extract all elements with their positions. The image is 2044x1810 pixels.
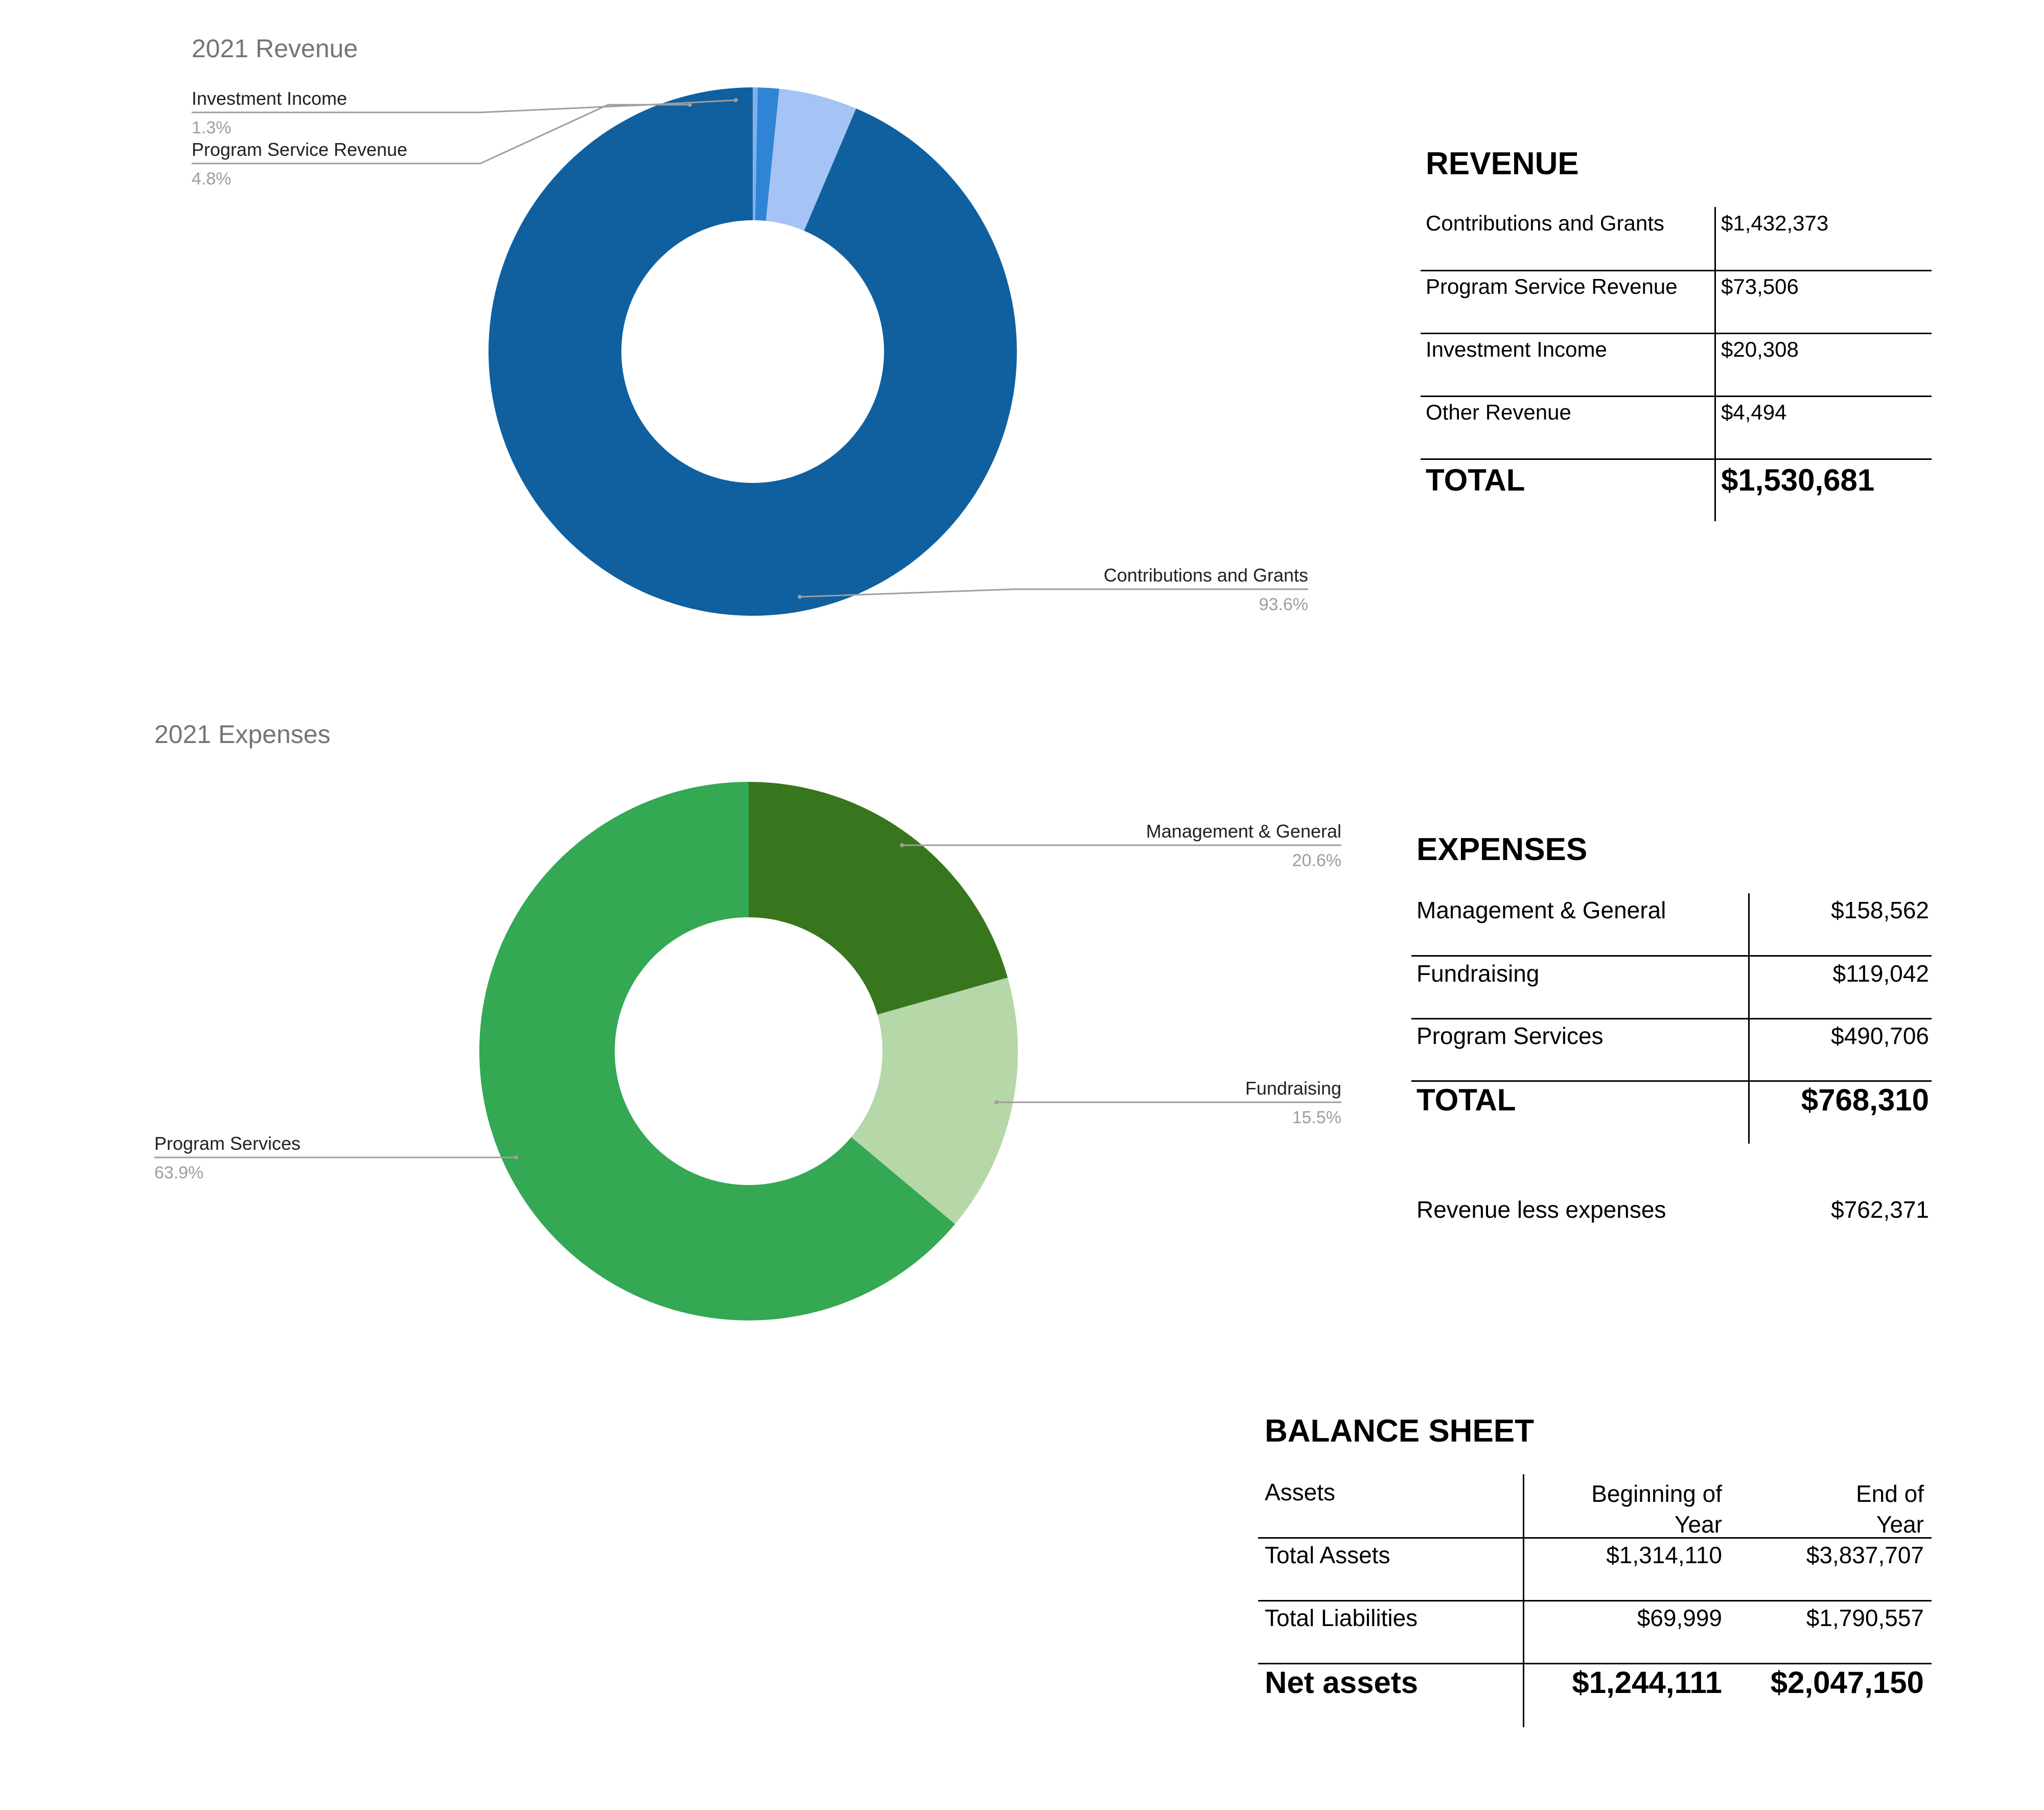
slice-percent-contributions-and-grants: 93.6% [1259, 595, 1308, 614]
slice-label-program-service-revenue: Program Service Revenue [192, 139, 407, 160]
slice-percent-program-services: 63.9% [154, 1163, 203, 1182]
donut-slice-other-revenue [753, 87, 758, 221]
expenses-total-label: TOTAL [1416, 1083, 1516, 1117]
balance-header-rule [1258, 1537, 1932, 1539]
slice-label-investment-income: Investment Income [192, 88, 347, 109]
expenses-total-value: $768,310 [1801, 1083, 1929, 1117]
balance-row-label: Total Assets [1265, 1542, 1390, 1568]
revenue-total-label: TOTAL [1426, 463, 1525, 497]
label-leader-dot [514, 1155, 518, 1159]
label-leader-line [192, 99, 736, 113]
slice-percent-investment-income: 1.3% [192, 118, 231, 137]
slice-label-management-and-general: Management & General [1146, 821, 1341, 842]
revenue-less-expenses-label: Revenue less expenses [1416, 1196, 1666, 1223]
revenue-row-value: $73,506 [1721, 274, 1799, 298]
slice-percent-fundraising: 15.5% [1292, 1108, 1341, 1127]
expenses-chart-title: 2021 Expenses [154, 720, 331, 749]
label-leader-dot [688, 103, 692, 107]
balance-header-label: Assets [1265, 1479, 1336, 1505]
label-leader-dot [900, 843, 904, 847]
balance-net-col2: $2,047,150 [1770, 1665, 1924, 1700]
revenue-row-rule [1421, 270, 1932, 271]
revenue-row-label: Program Service Revenue [1426, 274, 1678, 298]
donut-slice-investment-income [755, 87, 779, 221]
expenses-row-rule [1411, 1018, 1932, 1019]
balance-row-col2: $3,837,707 [1806, 1542, 1924, 1568]
slice-percent-management-and-general: 20.6% [1292, 851, 1341, 870]
slice-percent-program-service-revenue: 4.8% [192, 169, 231, 189]
revenue-less-expenses-value: $762,371 [1831, 1196, 1929, 1223]
donut-slice-management-and-general [749, 782, 1008, 1015]
balance-row-col1: $1,314,110 [1606, 1542, 1722, 1568]
expenses-row-label: Management & General [1416, 897, 1666, 923]
revenue-row-value: $1,432,373 [1721, 211, 1829, 235]
revenue-row-rule [1421, 333, 1932, 334]
label-leader-dot [994, 1100, 998, 1104]
label-leader-line [799, 588, 1308, 598]
balance-sheet-title: BALANCE SHEET [1265, 1413, 1535, 1449]
expenses-donut-chart: Management & General 20.6% Fundraising 15.5… [154, 782, 1341, 1320]
slice-label-fundraising: Fundraising [1245, 1078, 1341, 1099]
revenue-row-label: Other Revenue [1426, 400, 1571, 424]
donut-slice-fundraising [851, 978, 1018, 1224]
expenses-row-value: $119,042 [1832, 960, 1929, 987]
slice-label-contributions-and-grants: Contributions and Grants [1104, 565, 1308, 586]
revenue-row-value: $4,494 [1721, 400, 1787, 424]
donut-slice-program-service-revenue [765, 88, 856, 231]
revenue-row-rule [1421, 396, 1932, 397]
balance-net-label: Net assets [1265, 1665, 1419, 1700]
revenue-row-label: Investment Income [1426, 337, 1607, 361]
balance-net-rule [1258, 1663, 1932, 1664]
donut-slice-contributions-and-grants [489, 87, 1017, 616]
revenue-total-value: $1,530,681 [1721, 463, 1875, 497]
balance-row-rule [1258, 1600, 1932, 1602]
balance-header-col1: Beginning of Year [1591, 1480, 1722, 1538]
slice-label-program-services: Program Services [154, 1133, 300, 1154]
expenses-table-title: EXPENSES [1416, 832, 1588, 867]
balance-net-col1: $1,244,111 [1572, 1665, 1722, 1700]
revenue-row-label: Contributions and Grants [1426, 211, 1664, 235]
expenses-row-value: $158,562 [1831, 897, 1929, 923]
revenue-total-rule [1421, 458, 1932, 460]
balance-header-col2: End of Year [1856, 1480, 1924, 1538]
balance-row-col1: $69,999 [1637, 1605, 1722, 1631]
revenue-table-divider [1714, 207, 1716, 521]
expenses-row-rule [1411, 955, 1932, 957]
expenses-row-label: Fundraising [1416, 960, 1540, 987]
label-leader-dot [734, 98, 738, 102]
revenue-table-title: REVENUE [1426, 146, 1579, 181]
label-leader-dot [798, 595, 802, 599]
revenue-donut-chart: Contributions and Grants 93.6% Program Ser… [192, 87, 1308, 616]
balance-row-label: Total Liabilities [1265, 1605, 1418, 1631]
expenses-row-value: $490,706 [1831, 1023, 1929, 1049]
revenue-chart-title: 2021 Revenue [192, 34, 358, 63]
donut-slice-program-services [479, 782, 955, 1320]
revenue-row-value: $20,308 [1721, 337, 1799, 361]
expenses-row-label: Program Services [1416, 1023, 1604, 1049]
expenses-total-rule [1411, 1080, 1932, 1082]
balance-row-col2: $1,790,557 [1806, 1605, 1924, 1631]
